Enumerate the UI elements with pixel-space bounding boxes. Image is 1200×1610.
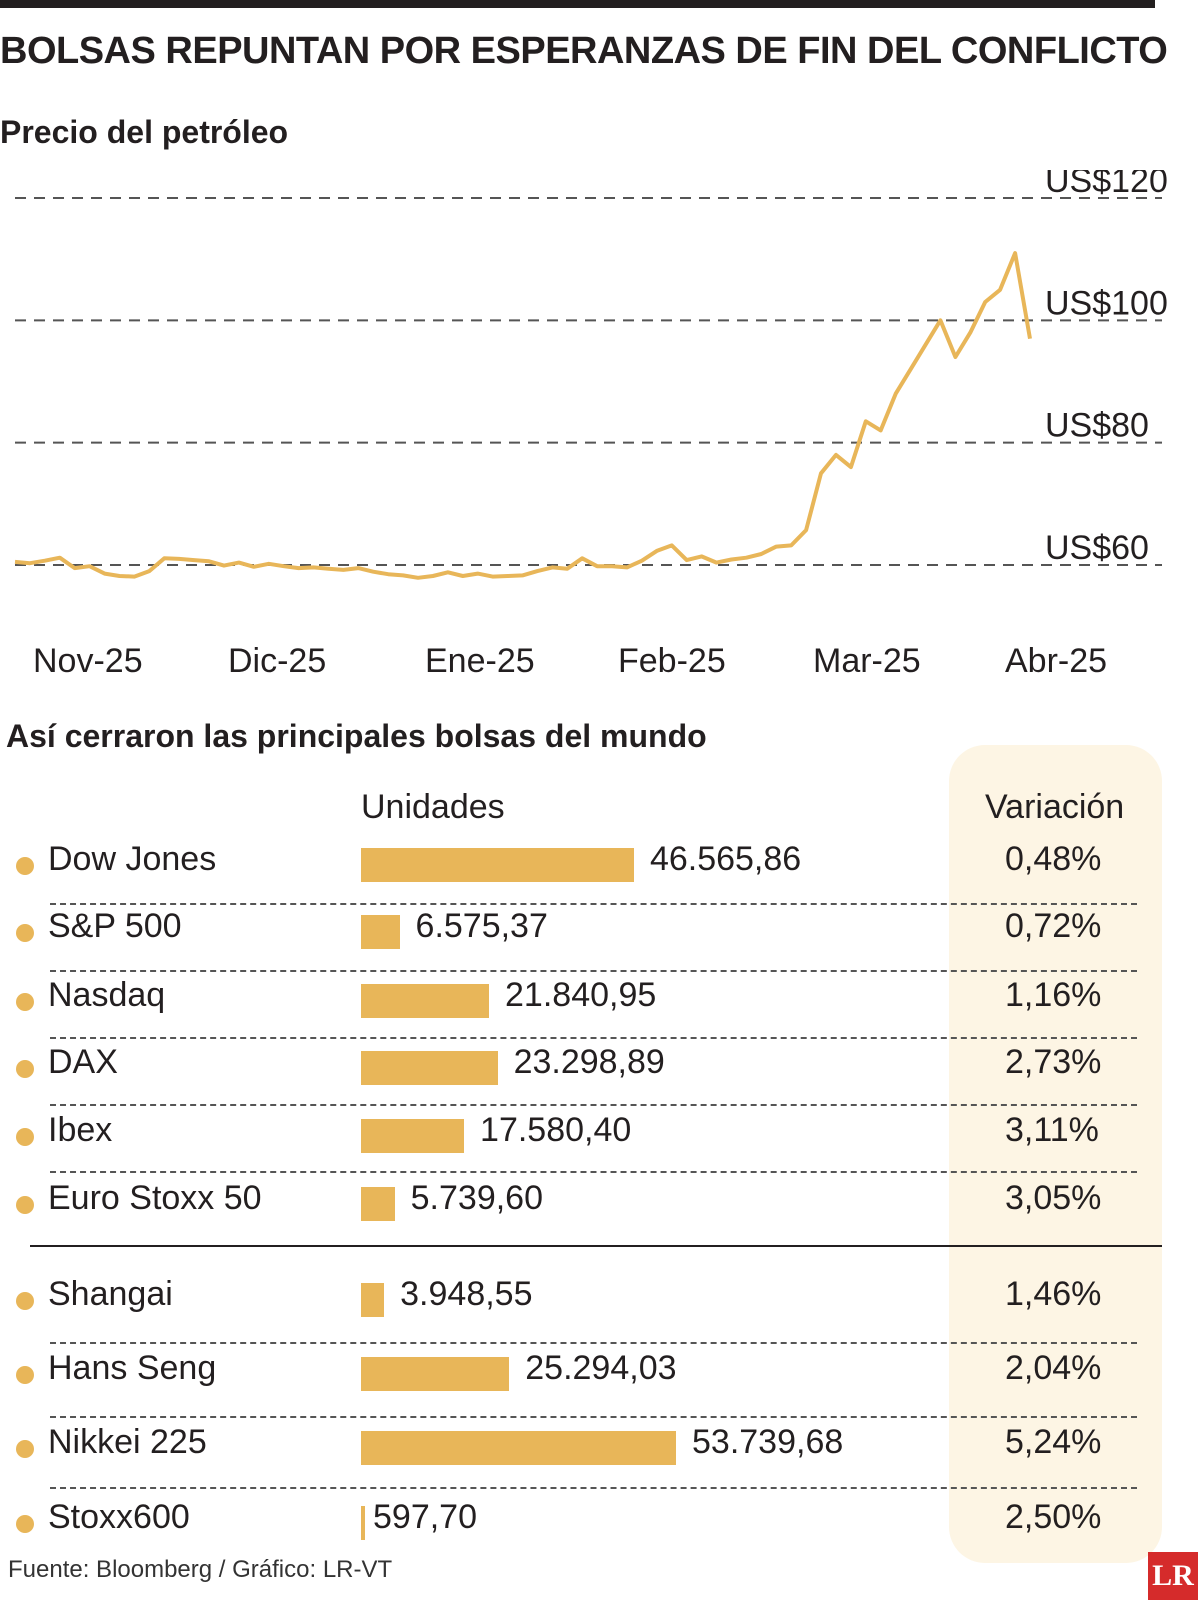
index-name: Nikkei 225	[48, 1423, 207, 1461]
source-note: Fuente: Bloomberg / Gráfico: LR-VT	[8, 1556, 393, 1583]
top-rule	[0, 0, 1155, 8]
variation-header: Variación	[985, 788, 1125, 826]
index-name: Ibex	[48, 1111, 113, 1149]
index-name: Stoxx600	[48, 1498, 190, 1536]
variation-value: 2,50%	[1005, 1498, 1102, 1536]
x-tick-label: Feb-25	[618, 642, 726, 680]
units-header: Unidades	[361, 788, 505, 826]
bullet-dot	[16, 1515, 34, 1533]
units-value-label: 5.739,60	[410, 1179, 543, 1217]
bullet-dot	[16, 1366, 34, 1384]
units-bar	[361, 1506, 365, 1540]
units-value-label: 597,70	[373, 1498, 477, 1536]
units-bar	[361, 1051, 498, 1085]
bullet-dot	[16, 924, 34, 942]
y-tick-label: US$100	[1045, 284, 1168, 322]
variation-value: 5,24%	[1005, 1423, 1102, 1461]
index-name: Euro Stoxx 50	[48, 1179, 262, 1217]
index-row: DAX 23.298,89 2,73%	[0, 1043, 1200, 1125]
oil-price-line-chart: US$60 US$80 US$100 US$120 Nov-25 Dic-25 Ene-25…	[14, 170, 1168, 680]
row-separator	[50, 1487, 1137, 1489]
index-row: Shangai 3.948,55 1,46%	[0, 1275, 1200, 1357]
units-value-label: 17.580,40	[480, 1111, 632, 1149]
headline: BOLSAS REPUNTAN POR ESPERANZAS DE FIN DE…	[0, 30, 1168, 72]
section-title: Así cerraron las principales bolsas del …	[6, 718, 707, 754]
y-tick-label: US$80	[1045, 407, 1149, 445]
units-value-label: 46.565,86	[649, 840, 802, 878]
oil-price-line	[14, 251, 1032, 580]
units-bar	[361, 1119, 465, 1153]
index-name: Dow Jones	[48, 840, 217, 878]
units-value-label: 25.294,03	[525, 1349, 677, 1387]
y-tick-label: US$60	[1045, 529, 1149, 567]
variation-column-background	[949, 745, 1162, 1563]
variation-value: 1,46%	[1005, 1275, 1102, 1313]
lr-logo: LR	[1148, 1552, 1198, 1600]
variation-value: 2,04%	[1005, 1349, 1102, 1387]
index-name: Shangai	[48, 1275, 173, 1313]
units-bar	[361, 984, 490, 1018]
units-value-label: 53.739,68	[692, 1423, 844, 1461]
units-bar	[361, 848, 634, 882]
group-divider	[30, 1245, 1162, 1247]
row-separator	[50, 1104, 1137, 1106]
x-tick-label: Mar-25	[813, 642, 921, 680]
chart-subtitle: Precio del petróleo	[0, 114, 289, 150]
index-row: Nasdaq 21.840,95 1,16%	[0, 976, 1200, 1058]
index-row: Stoxx600 597,70 2,50%	[0, 1498, 1200, 1580]
index-row: Dow Jones 46.565,86 0,48%	[0, 840, 1200, 922]
row-separator	[50, 1416, 1137, 1418]
units-bar	[361, 1431, 676, 1465]
index-row: Hans Seng 25.294,03 2,04%	[0, 1349, 1200, 1431]
units-value-label: 3.948,55	[400, 1275, 533, 1313]
x-tick-label: Nov-25	[33, 642, 143, 680]
row-separator	[50, 1342, 1137, 1344]
variation-value: 1,16%	[1005, 976, 1102, 1014]
bullet-dot	[16, 857, 34, 875]
units-bar	[361, 1187, 395, 1221]
bullet-dot	[16, 1440, 34, 1458]
row-separator	[50, 1171, 1137, 1173]
variation-value: 2,73%	[1005, 1043, 1102, 1081]
variation-value: 3,11%	[1005, 1111, 1099, 1149]
units-value-label: 23.298,89	[513, 1043, 665, 1081]
index-name: Nasdaq	[48, 976, 166, 1014]
index-row: Euro Stoxx 50 5.739,60 3,05%	[0, 1179, 1200, 1261]
units-value-label: 6.575,37	[415, 907, 548, 945]
units-value-label: 21.840,95	[505, 976, 657, 1014]
x-tick-label: Dic-25	[228, 642, 326, 680]
index-row: Nikkei 225 53.739,68 5,24%	[0, 1423, 1200, 1505]
x-tick-label: Abr-25	[1005, 642, 1107, 680]
y-tick-label: US$120	[1045, 170, 1168, 200]
bullet-dot	[16, 1292, 34, 1310]
index-name: DAX	[48, 1043, 118, 1081]
row-separator	[50, 903, 1137, 905]
units-bar	[361, 915, 400, 949]
bullet-dot	[16, 1128, 34, 1146]
variation-value: 0,72%	[1005, 907, 1102, 945]
bullet-dot	[16, 1196, 34, 1214]
index-name: Hans Seng	[48, 1349, 217, 1387]
bullet-dot	[16, 1060, 34, 1078]
units-bar	[361, 1283, 385, 1317]
bullet-dot	[16, 993, 34, 1011]
index-name: S&P 500	[48, 907, 182, 945]
x-tick-label: Ene-25	[425, 642, 535, 680]
units-bar	[361, 1357, 510, 1391]
row-separator	[50, 1037, 1137, 1039]
index-row: S&P 500 6.575,37 0,72%	[0, 907, 1200, 989]
variation-value: 0,48%	[1005, 840, 1102, 878]
index-row: Ibex 17.580,40 3,11%	[0, 1111, 1200, 1193]
variation-value: 3,05%	[1005, 1179, 1102, 1217]
row-separator	[50, 970, 1137, 972]
